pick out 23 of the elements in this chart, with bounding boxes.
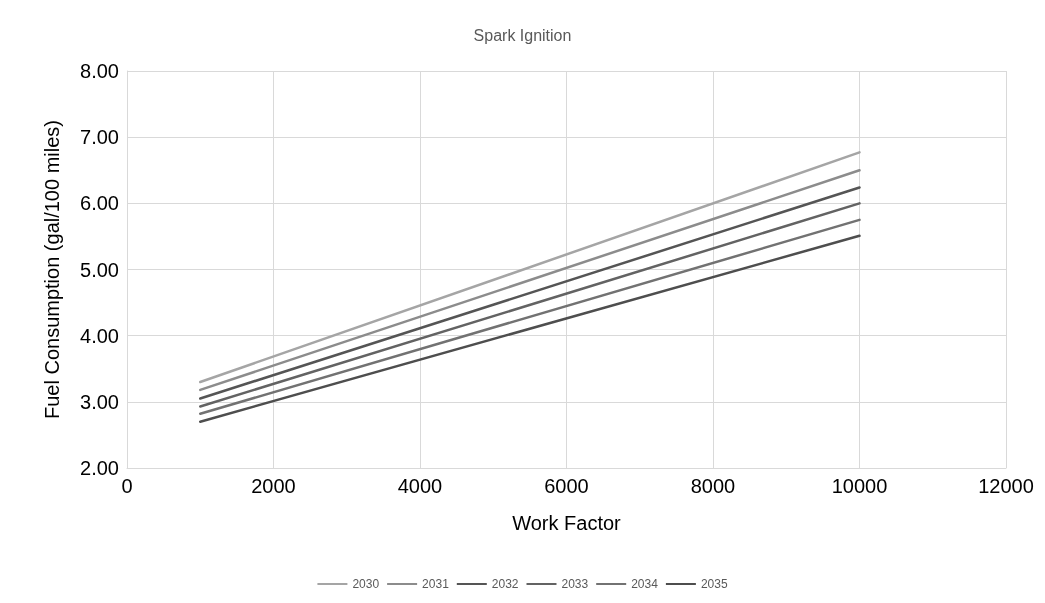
legend-label: 2032 (491, 577, 519, 591)
y-tick-label: 4.00 (80, 324, 119, 347)
y-tick-label: 3.00 (80, 390, 119, 413)
x-tick-label: 4000 (397, 475, 443, 497)
y-axis-title: Fuel Consumption (gal/100 miles) (41, 119, 63, 420)
x-axis-title: Work Factor (512, 512, 622, 534)
y-tick-label: 2.00 (80, 457, 119, 479)
x-tick-label: 10000 (831, 475, 888, 497)
x-tick-label: 6000 (544, 475, 589, 497)
y-tick-label: 7.00 (80, 126, 119, 149)
legend-label: 2033 (561, 577, 589, 591)
legend-label: 2035 (700, 577, 728, 591)
legend-label: 2034 (631, 577, 659, 591)
y-tick-label: 8.00 (80, 60, 119, 82)
x-tick-label: 2000 (251, 475, 296, 497)
chart-title: Spark Ignition (473, 26, 572, 44)
x-tick-label: 12000 (978, 475, 1034, 497)
y-tick-label: 5.00 (80, 258, 119, 281)
y-tick-label: 6.00 (80, 192, 119, 215)
legend-label: 2031 (422, 577, 450, 591)
legend-label: 2030 (352, 577, 380, 591)
x-tick-label: 0 (121, 475, 133, 497)
x-tick-label: 8000 (690, 475, 736, 497)
